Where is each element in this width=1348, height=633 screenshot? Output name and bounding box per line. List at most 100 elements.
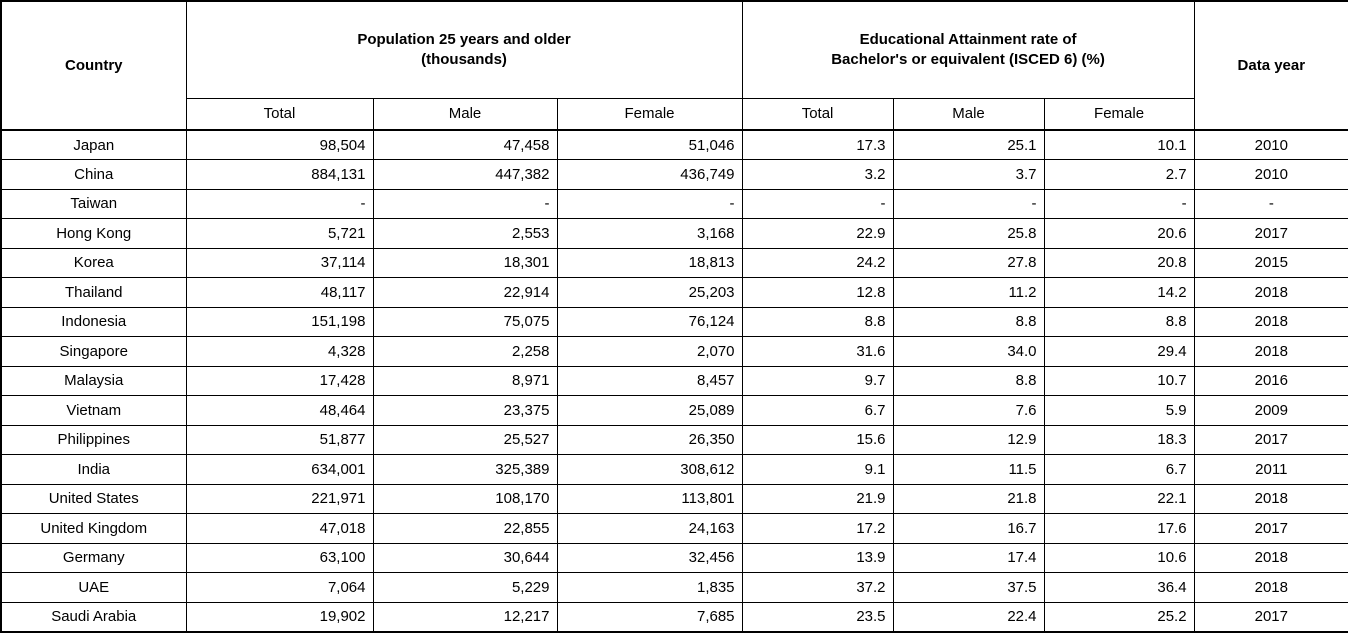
education-female-cell: 36.4 <box>1043 572 1195 603</box>
population-female-cell: 26,350 <box>556 424 743 456</box>
education-total-cell: 24.2 <box>741 247 894 279</box>
education-male-cell: 25.1 <box>892 129 1045 161</box>
population-total-cell: 37,114 <box>185 247 374 279</box>
data-year-cell: 2009 <box>1193 395 1348 426</box>
education-total-cell: 15.6 <box>741 424 894 456</box>
population-total-cell: 151,198 <box>185 306 374 338</box>
table-row: Japan 98,504 47,458 51,046 17.3 25.1 10.1 2010 <box>0 129 1348 161</box>
country-cell: Malaysia <box>0 365 187 397</box>
education-total-cell: 12.8 <box>741 277 894 308</box>
country-cell: Taiwan <box>0 188 187 220</box>
education-male-cell: 25.8 <box>892 218 1045 249</box>
country-column-header: Country <box>0 0 187 131</box>
education-male-cell: 27.8 <box>892 247 1045 279</box>
population-female-cell: 2,070 <box>556 336 743 367</box>
education-female-cell: 29.4 <box>1043 336 1195 367</box>
population-male-cell: - <box>372 188 558 220</box>
education-total-cell: 31.6 <box>741 336 894 367</box>
education-male-cell: 17.4 <box>892 542 1045 574</box>
data-year-cell: 2017 <box>1193 601 1348 633</box>
education-female-cell: 20.6 <box>1043 218 1195 249</box>
education-female-cell: 14.2 <box>1043 277 1195 308</box>
population-total-header: Total <box>185 97 374 131</box>
population-male-cell: 325,389 <box>372 454 558 485</box>
data-year-cell: 2010 <box>1193 129 1348 161</box>
country-cell: Singapore <box>0 336 187 367</box>
education-female-cell: 10.7 <box>1043 365 1195 397</box>
education-female-cell: 6.7 <box>1043 454 1195 485</box>
education-male-cell: 34.0 <box>892 336 1045 367</box>
population-male-cell: 75,075 <box>372 306 558 338</box>
population-female-cell: 32,456 <box>556 542 743 574</box>
population-total-cell: 7,064 <box>185 572 374 603</box>
population-total-cell: 48,117 <box>185 277 374 308</box>
population-total-cell: 51,877 <box>185 424 374 456</box>
country-cell: Philippines <box>0 424 187 456</box>
education-female-cell: 5.9 <box>1043 395 1195 426</box>
population-total-cell: 63,100 <box>185 542 374 574</box>
population-male-cell: 108,170 <box>372 483 558 515</box>
population-female-cell: 1,835 <box>556 572 743 603</box>
country-cell: Japan <box>0 129 187 161</box>
table-header: Country Population 25 years and older (t… <box>0 0 1348 131</box>
education-male-cell: 8.8 <box>892 306 1045 338</box>
table-row: Philippines 51,877 25,527 26,350 15.6 12.9 18.… <box>0 424 1348 456</box>
education-male-cell: 21.8 <box>892 483 1045 515</box>
education-male-cell: 7.6 <box>892 395 1045 426</box>
table-row: United Kingdom 47,018 22,855 24,163 17.2 16.7… <box>0 513 1348 544</box>
population-male-cell: 447,382 <box>372 159 558 190</box>
population-total-cell: - <box>185 188 374 220</box>
education-male-cell: 11.5 <box>892 454 1045 485</box>
population-female-cell: 76,124 <box>556 306 743 338</box>
population-female-cell: 51,046 <box>556 129 743 161</box>
table-row: Thailand 48,117 22,914 25,203 12.8 11.2 14.2 20… <box>0 277 1348 308</box>
data-year-cell: 2018 <box>1193 336 1348 367</box>
population-male-header: Male <box>372 97 558 131</box>
population-male-cell: 8,971 <box>372 365 558 397</box>
country-cell: India <box>0 454 187 485</box>
population-female-cell: 24,163 <box>556 513 743 544</box>
education-total-cell: 22.9 <box>741 218 894 249</box>
population-male-cell: 47,458 <box>372 129 558 161</box>
population-female-cell: 8,457 <box>556 365 743 397</box>
education-group-header: Educational Attainment rate of Bachelor'… <box>741 0 1195 99</box>
education-male-cell: 3.7 <box>892 159 1045 190</box>
table-row: Malaysia 17,428 8,971 8,457 9.7 8.8 10.7 2016 <box>0 365 1348 397</box>
country-cell: Saudi Arabia <box>0 601 187 633</box>
education-female-cell: 22.1 <box>1043 483 1195 515</box>
education-group-header-line1: Educational Attainment rate of <box>859 30 1077 48</box>
population-male-cell: 25,527 <box>372 424 558 456</box>
population-total-cell: 98,504 <box>185 129 374 161</box>
population-female-cell: 7,685 <box>556 601 743 633</box>
table-row: UAE 7,064 5,229 1,835 37.2 37.5 36.4 2018 <box>0 572 1348 603</box>
education-female-cell: 10.1 <box>1043 129 1195 161</box>
population-male-cell: 2,258 <box>372 336 558 367</box>
data-year-cell: 2015 <box>1193 247 1348 279</box>
population-female-cell: 25,203 <box>556 277 743 308</box>
header-sub-row: Total Male Female Total Male Female <box>1 97 1348 131</box>
data-year-cell: 2016 <box>1193 365 1348 397</box>
population-male-cell: 12,217 <box>372 601 558 633</box>
population-group-header-line2: (thousands) <box>421 50 507 68</box>
country-cell: Hong Kong <box>0 218 187 249</box>
country-cell: UAE <box>0 572 187 603</box>
population-total-cell: 5,721 <box>185 218 374 249</box>
education-male-header: Male <box>892 97 1045 131</box>
education-male-cell: - <box>892 188 1045 220</box>
education-female-cell: 2.7 <box>1043 159 1195 190</box>
population-female-cell: 18,813 <box>556 247 743 279</box>
population-total-cell: 634,001 <box>185 454 374 485</box>
education-total-cell: 8.8 <box>741 306 894 338</box>
population-male-cell: 18,301 <box>372 247 558 279</box>
education-female-header: Female <box>1043 97 1195 131</box>
population-female-cell: 113,801 <box>556 483 743 515</box>
data-year-cell: 2018 <box>1193 277 1348 308</box>
population-total-cell: 221,971 <box>185 483 374 515</box>
table-row: Saudi Arabia 19,902 12,217 7,685 23.5 22.4 25.… <box>0 601 1348 633</box>
country-cell: China <box>0 159 187 190</box>
table-row: India 634,001 325,389 308,612 9.1 11.5 6.7 2011 <box>0 454 1348 485</box>
table-row: Korea 37,114 18,301 18,813 24.2 27.8 20.8 2015 <box>0 247 1348 279</box>
education-total-cell: 9.1 <box>741 454 894 485</box>
population-female-cell: 308,612 <box>556 454 743 485</box>
